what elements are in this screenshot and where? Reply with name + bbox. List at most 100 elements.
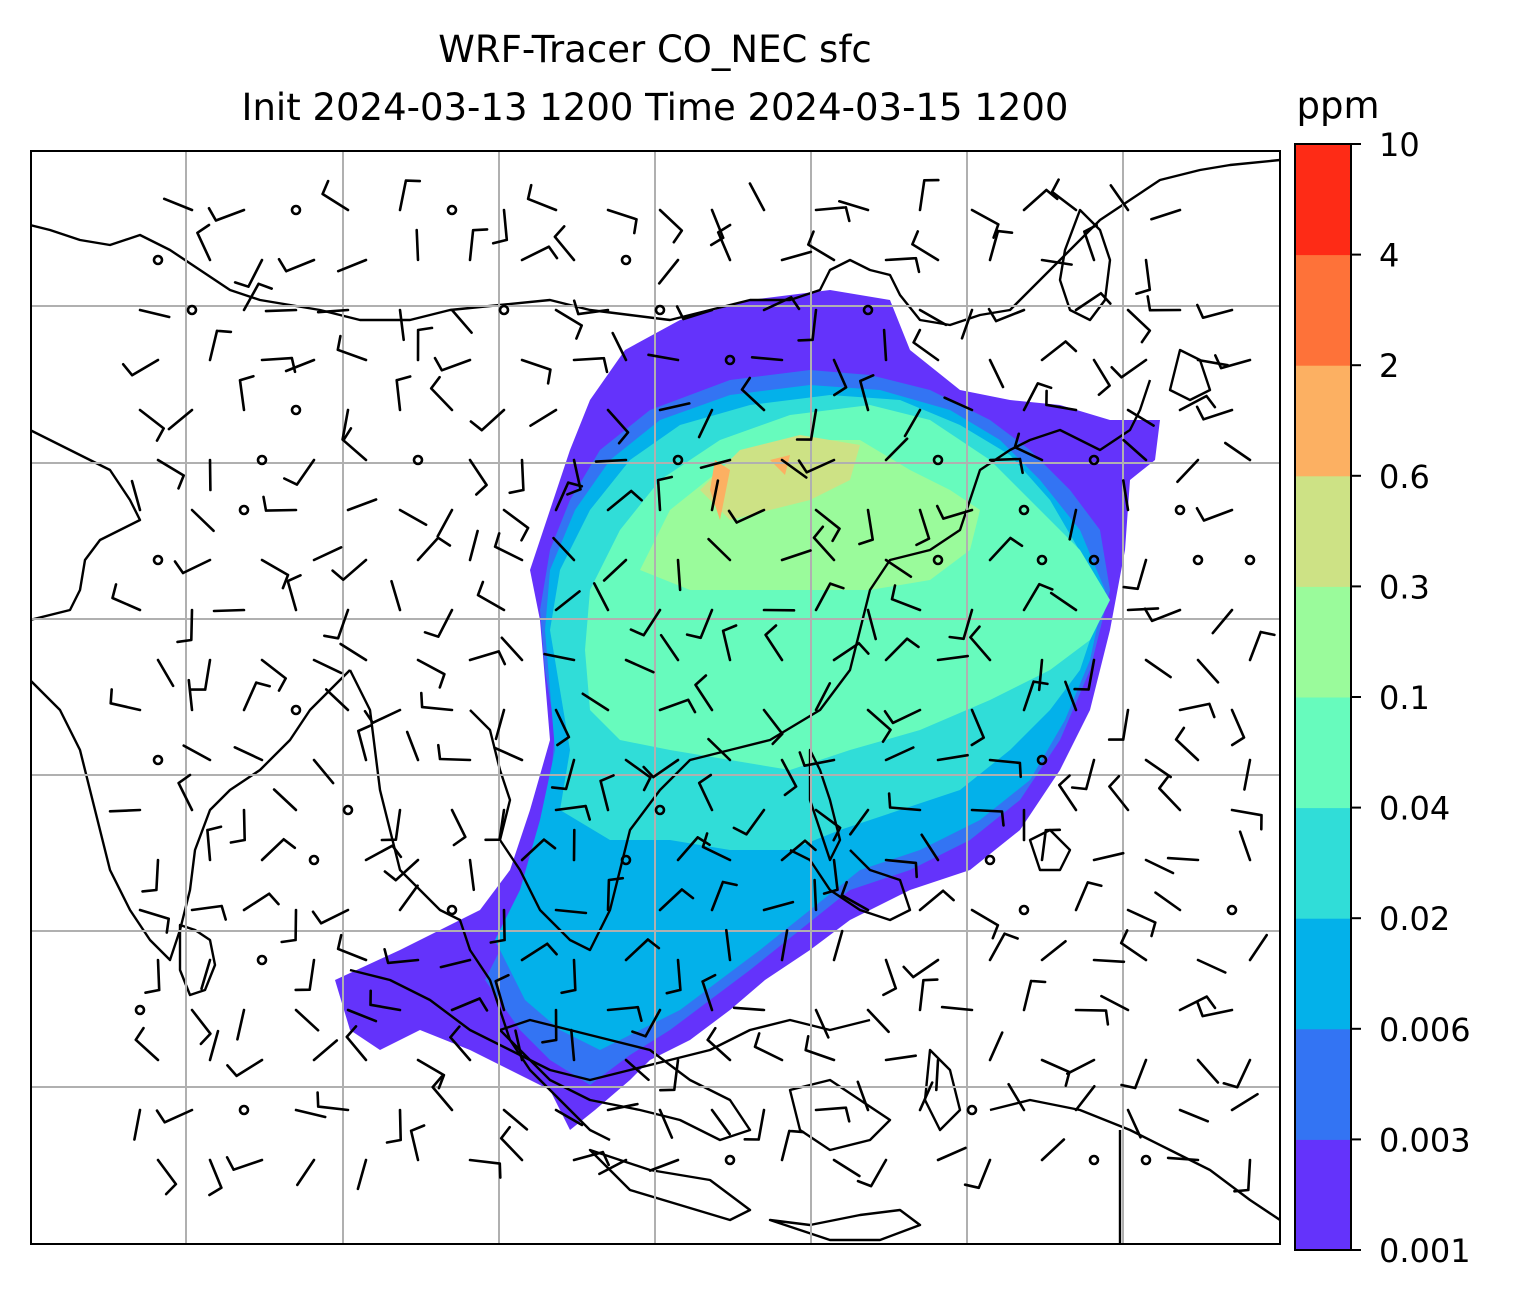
wind-barb <box>642 758 680 779</box>
wind-barb <box>780 1129 805 1162</box>
wind-barb <box>658 208 684 244</box>
wind-barb <box>685 608 714 640</box>
wind-barb <box>342 427 368 462</box>
wind-barb <box>1195 405 1234 421</box>
wind-barb <box>526 183 558 212</box>
wind-barb <box>357 724 373 762</box>
calm-wind-marker <box>1174 504 1186 516</box>
wind-barb <box>182 744 212 762</box>
wind-barb <box>450 997 489 1012</box>
wind-barb <box>208 329 233 362</box>
wind-barb <box>1122 479 1130 512</box>
wind-barb <box>380 808 402 842</box>
wind-barb <box>190 904 227 921</box>
wind-barb <box>866 708 892 743</box>
wind-barb <box>970 808 1005 827</box>
coastline <box>469 379 1152 952</box>
wind-barb <box>884 858 918 879</box>
wind-barb <box>1135 258 1152 295</box>
wind-barb <box>814 808 842 842</box>
wind-barb <box>918 978 939 1012</box>
wind-barb <box>988 1031 1004 1062</box>
calm-wind-marker <box>1088 454 1100 466</box>
wind-barb <box>520 838 557 862</box>
wind-barb <box>611 331 628 362</box>
wind-barb <box>138 908 170 934</box>
wind-barb <box>1176 458 1200 484</box>
wind-barb <box>356 1158 368 1191</box>
wind-barb <box>550 758 576 791</box>
wind-barb <box>753 1032 784 1062</box>
wind-barb <box>884 746 915 762</box>
wind-barb <box>822 858 839 895</box>
wind-barb <box>312 758 335 785</box>
wind-barb <box>970 908 1000 940</box>
wind-barb <box>970 208 1000 239</box>
wind-barb <box>312 1039 339 1062</box>
calm-wind-marker <box>672 454 684 466</box>
wind-barb <box>1119 929 1148 962</box>
wind-barb <box>1196 658 1220 684</box>
wind-barb <box>699 458 732 469</box>
wind-barb <box>398 308 405 342</box>
wind-barb <box>1040 828 1062 862</box>
coastline <box>1058 208 1112 322</box>
wind-barb <box>1092 851 1125 862</box>
wind-barb <box>385 1108 402 1144</box>
wind-barb <box>1049 591 1078 612</box>
wind-barb <box>502 1108 529 1131</box>
wind-barb <box>383 948 420 965</box>
wind-barb <box>484 808 506 842</box>
wind-barb <box>599 774 615 812</box>
wind-barb <box>468 650 507 666</box>
wind-barb <box>226 1058 264 1078</box>
wind-barb <box>196 223 212 262</box>
wind-barb <box>572 356 609 374</box>
wind-barb <box>918 308 948 327</box>
wind-barb <box>940 1005 974 1012</box>
colorbar-tick-label: 0.001 <box>1379 1232 1471 1270</box>
wind-barb <box>840 880 870 912</box>
wind-barb <box>658 888 695 912</box>
wind-barb <box>468 1158 502 1179</box>
wind-barb <box>260 558 290 590</box>
calm-wind-marker <box>412 454 424 466</box>
wind-barb <box>242 892 280 912</box>
calm-wind-marker <box>498 304 510 316</box>
wind-barb <box>554 1108 584 1127</box>
wind-barb <box>121 358 160 377</box>
wind-barb <box>339 642 368 662</box>
wind-barb <box>606 208 638 235</box>
wind-barb <box>1195 507 1234 522</box>
wind-barb <box>1211 608 1234 635</box>
wind-barb <box>207 207 246 222</box>
wind-barb <box>1074 1008 1110 1026</box>
wind-barb <box>294 1008 320 1032</box>
calm-wind-marker <box>134 1004 146 1016</box>
wind-barb <box>1154 891 1182 912</box>
wind-barb <box>468 529 479 562</box>
calm-wind-marker <box>966 1104 978 1116</box>
wind-barb <box>710 479 720 512</box>
wind-barb <box>450 308 473 334</box>
wind-barb <box>493 746 524 762</box>
wind-barb <box>108 808 142 813</box>
wind-barb <box>814 582 845 612</box>
colorbar-band <box>1295 586 1351 698</box>
wind-barb <box>798 751 836 767</box>
wind-barb <box>1092 958 1126 964</box>
wind-barb <box>832 358 848 397</box>
wind-barb <box>1144 758 1172 779</box>
coastline <box>588 1148 752 1222</box>
wind-barb <box>920 833 940 862</box>
wind-barb <box>1074 1085 1096 1112</box>
wind-barb <box>780 250 813 262</box>
wind-barb <box>797 458 836 474</box>
wind-barb <box>602 558 628 582</box>
calm-wind-marker <box>862 304 874 316</box>
wind-barb <box>508 458 525 495</box>
calm-wind-marker <box>238 1104 250 1116</box>
wind-barb <box>499 1125 524 1162</box>
wind-barb <box>395 375 412 412</box>
wind-barb <box>416 658 446 689</box>
